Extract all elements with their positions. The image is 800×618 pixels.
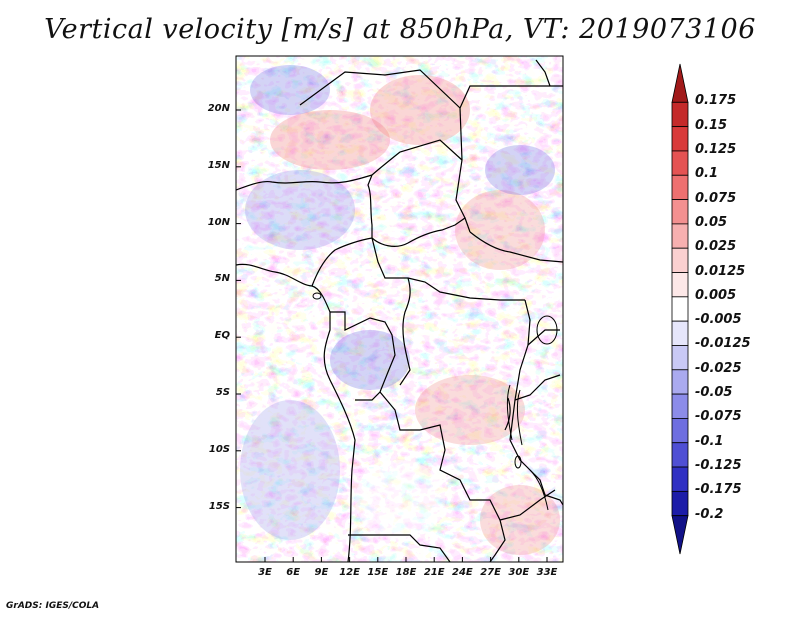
lat-label: 5N	[214, 273, 230, 285]
colorbar-segment	[671, 369, 689, 395]
colorbar-segment	[671, 199, 689, 225]
colorbar-segment	[671, 174, 689, 200]
colorbar-label: -0.125	[695, 458, 742, 474]
lat-label: 5S	[215, 387, 230, 398]
colorbar-segment	[671, 320, 689, 346]
colorbar-segment	[671, 466, 689, 492]
colorbar-segment	[671, 223, 689, 249]
colorbar-label: 0.025	[695, 239, 737, 255]
colorbar-label: -0.075	[695, 409, 742, 425]
colorbar-segment	[671, 63, 689, 103]
colorbar-label: -0.2	[695, 506, 724, 522]
colorbar-segment	[671, 126, 689, 152]
colorbar-label: -0.005	[695, 312, 742, 328]
colorbar-label: -0.025	[695, 360, 742, 376]
colorbar-label: 0.05	[695, 214, 728, 230]
colorbar-segment	[671, 296, 689, 322]
map-frame	[235, 55, 564, 563]
lat-label: EQ	[214, 330, 230, 342]
colorbar-segment	[671, 150, 689, 176]
lat-label: 10S	[208, 443, 230, 455]
lon-label: 27E	[480, 567, 501, 578]
colorbar-segment	[671, 345, 689, 371]
colorbar-label: 0.0125	[695, 263, 746, 279]
lon-label: 21E	[423, 567, 445, 578]
lat-label: 15S	[208, 500, 230, 512]
lon-label: 9E	[314, 567, 329, 578]
colorbar-label: 0.15	[695, 117, 728, 133]
colorbar-segment	[671, 418, 689, 444]
lon-label: 33E	[536, 567, 558, 578]
colorbar-label: 0.125	[695, 141, 737, 157]
colorbar-label: -0.1	[695, 433, 724, 449]
colorbar-segment	[671, 101, 689, 128]
colorbar-segment	[671, 490, 689, 517]
colorbar-label: 0.175	[695, 93, 737, 109]
figure-title: Vertical velocity [m/s] at 850hPa, VT: 2…	[44, 14, 756, 45]
lon-label: 12E	[339, 567, 360, 578]
colorbar-segment	[671, 442, 689, 468]
colorbar-segment	[671, 393, 689, 419]
lon-label: 15E	[367, 567, 389, 578]
lon-label: 18E	[395, 567, 417, 578]
lon-label: 6E	[286, 567, 301, 578]
colorbar-label: -0.0125	[695, 336, 751, 352]
colorbar-segment	[671, 515, 689, 555]
lakes	[312, 292, 558, 511]
colorbar-label: -0.05	[695, 385, 733, 401]
colorbar-label: 0.075	[695, 190, 737, 206]
lat-label: 15N	[207, 159, 230, 171]
footer-credit: GrADS: IGES/COLA	[6, 601, 100, 611]
lon-label: 3E	[258, 567, 272, 578]
lat-label: 20N	[207, 103, 230, 114]
axis-ticks	[236, 109, 548, 562]
colorbar-label: 0.005	[695, 287, 737, 303]
lon-label: 24E	[452, 567, 473, 578]
colorbar	[671, 63, 689, 555]
colorbar-label: -0.175	[695, 482, 742, 498]
lon-label: 30E	[508, 567, 530, 578]
lat-label: 10N	[207, 216, 230, 228]
colorbar-label: 0.1	[695, 166, 719, 182]
colorbar-segment	[671, 247, 689, 273]
colorbar-segment	[671, 272, 689, 298]
vertical-velocity-field	[236, 56, 563, 562]
